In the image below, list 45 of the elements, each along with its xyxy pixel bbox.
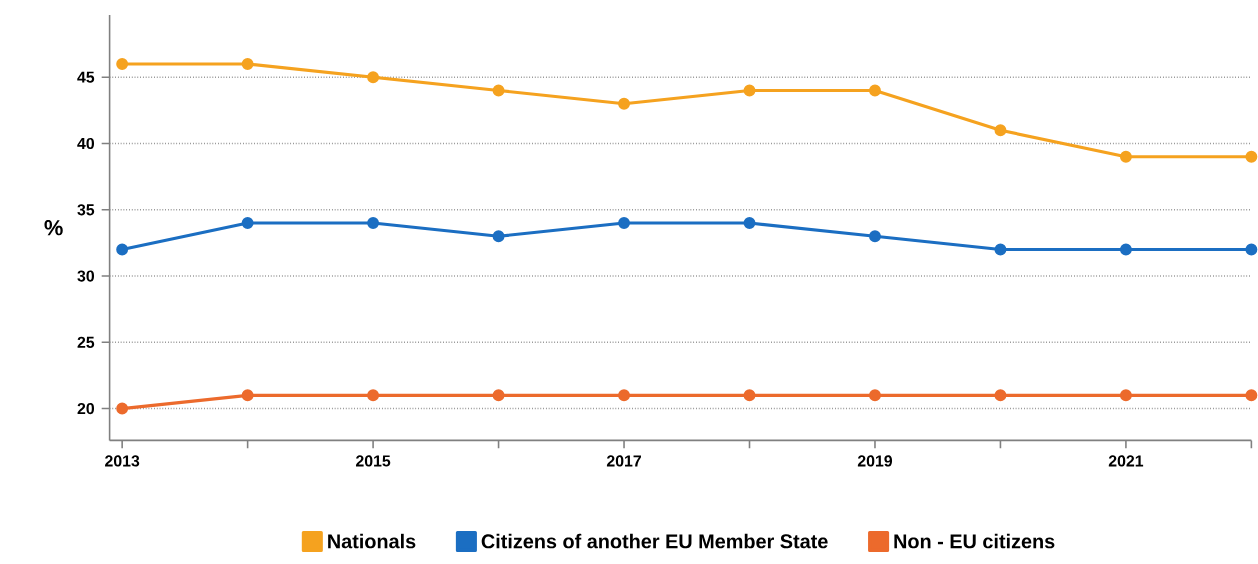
point <box>492 230 505 243</box>
point <box>618 389 630 402</box>
point <box>116 58 129 70</box>
point <box>1119 389 1132 402</box>
point <box>116 243 129 256</box>
point <box>367 71 380 84</box>
point <box>492 84 505 97</box>
point <box>618 217 630 230</box>
point <box>994 124 1007 137</box>
point <box>116 402 129 415</box>
point <box>1245 150 1258 163</box>
point <box>743 389 756 402</box>
point <box>1245 389 1258 402</box>
x-tick-label: 2021 <box>1108 455 1144 467</box>
point <box>1119 150 1132 163</box>
point <box>241 58 254 70</box>
point <box>743 217 756 230</box>
y-tick-label: 20 <box>77 402 95 415</box>
point <box>241 389 254 402</box>
y-axis-title: % <box>44 220 63 236</box>
legend-label: Non - EU citizens <box>894 533 1055 549</box>
legend-label: Nationals <box>328 533 416 549</box>
point <box>994 243 1007 256</box>
point <box>241 217 254 230</box>
point <box>994 389 1007 402</box>
point <box>367 217 380 230</box>
y-tick-label: 25 <box>77 336 95 348</box>
point <box>367 389 380 402</box>
y-tick-label: 35 <box>77 204 95 216</box>
x-tick-label: 2017 <box>606 455 641 467</box>
x-tick-label: 2013 <box>105 455 140 467</box>
x-tick-label: 2019 <box>857 455 893 467</box>
y-tick-label: 30 <box>77 270 95 282</box>
point <box>869 389 881 402</box>
point <box>492 389 505 402</box>
point <box>869 230 881 243</box>
point <box>1245 243 1258 256</box>
y-tick-label: 45 <box>77 71 95 83</box>
x-tick-label: 2015 <box>355 455 391 467</box>
y-tick-label: 40 <box>77 137 95 150</box>
point <box>869 84 881 97</box>
point <box>743 84 756 97</box>
point <box>1119 243 1132 256</box>
point <box>618 97 630 110</box>
legend-label: Citizens of another EU Member State <box>481 533 828 549</box>
